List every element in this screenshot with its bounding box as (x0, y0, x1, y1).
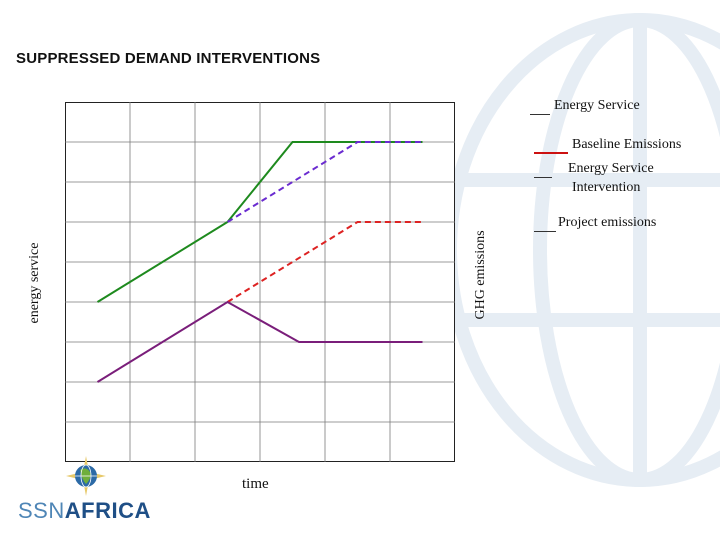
legend-label-line2: Intervention (572, 180, 641, 195)
series-line-project-emissions (96, 300, 423, 383)
legend-label: Baseline Emissions (572, 137, 682, 152)
globe-logo-icon (66, 456, 106, 496)
legend-label: Energy Service (568, 161, 654, 176)
x-axis-label-time: time (242, 476, 269, 492)
legend-label: Energy Service (554, 98, 640, 113)
logo-wordmark: SSNAFRICA (18, 498, 151, 524)
legend-swatch (534, 177, 552, 178)
slide-title: SUPPRESSED DEMAND INTERVENTIONS (16, 50, 321, 67)
legend-item-energy-service-intervention: Energy Service Intervention (534, 159, 654, 197)
logo-text-africa: AFRICA (64, 498, 151, 523)
logo-text-ssn: SSN (18, 498, 65, 523)
y-axis-label-energy-service: energy service (27, 242, 42, 324)
legend-item-energy-service: Energy Service (530, 96, 640, 115)
y-axis-label-ghg-emissions: GHG emissions (473, 230, 488, 320)
line-chart (65, 102, 455, 462)
series-line-baseline-emissions (226, 221, 423, 303)
legend-swatch (530, 114, 550, 115)
legend-swatch (534, 231, 556, 232)
legend-item-project-emissions: Project emissions (534, 213, 656, 232)
chart-series (96, 141, 423, 383)
chart-grid (65, 102, 455, 462)
ssnafrica-logo: SSNAFRICA (18, 456, 158, 526)
legend-label: Project emissions (558, 215, 657, 230)
legend-item-baseline-emissions: Baseline Emissions (534, 135, 681, 154)
series-line-energy-service (226, 141, 423, 223)
legend-swatch (534, 152, 568, 154)
